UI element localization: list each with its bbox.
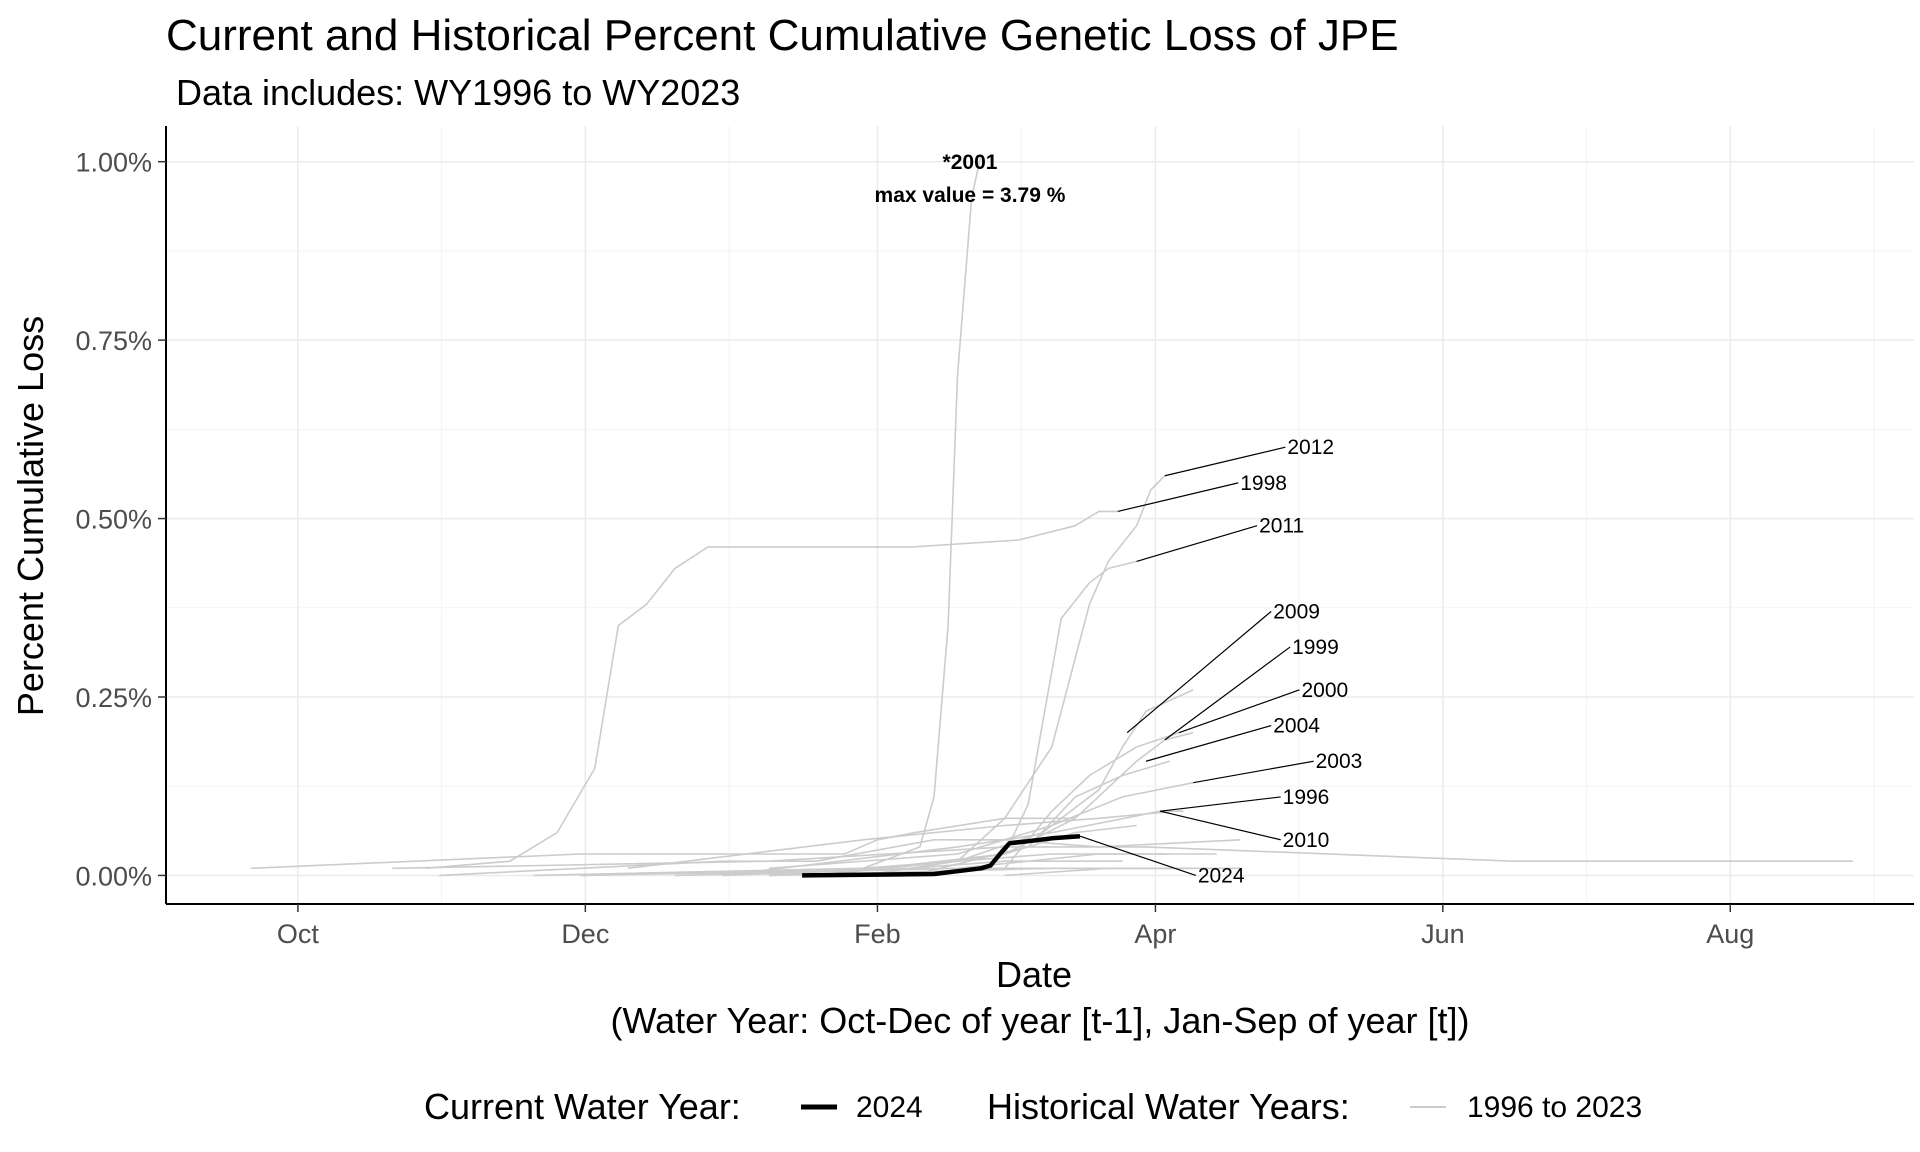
current-line xyxy=(802,833,1081,878)
x-tick-label: Jun xyxy=(1421,919,1465,949)
y-tick-label: 0.75% xyxy=(75,326,152,356)
x-tick-label: Feb xyxy=(854,919,901,949)
axes: 0.00% 0.25% 0.50% 0.75% 1.00% Oct Dec Feb Apr Jun… xyxy=(75,126,1914,949)
label-leader-line xyxy=(1164,446,1286,477)
historical-series-group xyxy=(250,154,1853,877)
y-tick-label: 0.50% xyxy=(75,505,152,535)
legend-current-label: Current Water Year: xyxy=(424,1086,741,1127)
series-label: 2010 xyxy=(1283,829,1330,852)
historical-line xyxy=(425,510,1118,870)
legend-current-key: 2024 xyxy=(856,1091,923,1124)
label-leader-line xyxy=(1126,610,1272,734)
historical-line xyxy=(769,781,1194,870)
series-label: 2004 xyxy=(1273,715,1320,738)
y-tick-label: 1.00% xyxy=(75,148,152,178)
legend-historical-label: Historical Water Years: xyxy=(987,1086,1350,1127)
label-leader-line xyxy=(1117,482,1239,513)
x-tick-label: Dec xyxy=(561,919,609,949)
current-series-group xyxy=(802,833,1081,878)
series-label: 1998 xyxy=(1240,472,1287,495)
historical-line xyxy=(250,817,1076,870)
series-label: 2011 xyxy=(1259,515,1304,538)
annotation-line1: *2001 xyxy=(943,151,998,174)
gridlines xyxy=(166,126,1914,904)
historical-line xyxy=(1004,867,1194,877)
label-leader-line xyxy=(1160,796,1281,812)
y-axis-title: Percent Cumulative Loss xyxy=(10,316,51,716)
x-axis-subtitle: (Water Year: Oct-Dec of year [t-1], Jan-… xyxy=(611,1000,1470,1041)
historical-line xyxy=(580,154,982,877)
chart-subtitle: Data includes: WY1996 to WY2023 xyxy=(176,72,740,113)
historical-line xyxy=(627,810,1175,870)
label-leader-line xyxy=(1178,689,1300,734)
historical-line xyxy=(816,824,1137,877)
label-leader-line xyxy=(1160,810,1281,841)
label-leader-line xyxy=(1145,724,1272,762)
series-label: 1999 xyxy=(1292,636,1339,659)
chart-title: Current and Historical Percent Cumulativ… xyxy=(166,11,1399,60)
historical-line xyxy=(816,475,1166,877)
series-label: 2009 xyxy=(1273,600,1320,623)
legend-historical-key: 1996 to 2023 xyxy=(1467,1091,1642,1124)
x-axis-title: Date xyxy=(996,954,1072,995)
historical-line xyxy=(721,860,1123,877)
series-label: 1996 xyxy=(1283,786,1330,809)
x-tick-label: Aug xyxy=(1706,919,1754,949)
y-tick-label: 0.25% xyxy=(75,683,152,713)
historical-line xyxy=(863,560,1137,877)
label-leader-line xyxy=(1136,525,1258,562)
annotation-line2: max value = 3.79 % xyxy=(875,184,1066,207)
series-label: 2024 xyxy=(1198,864,1245,887)
series-label: 2003 xyxy=(1316,750,1363,773)
series-label: 2000 xyxy=(1301,679,1348,702)
label-leader-line xyxy=(1079,835,1197,877)
x-tick-label: Oct xyxy=(277,919,320,949)
historical-line xyxy=(392,846,1853,870)
series-label: 2012 xyxy=(1287,436,1334,459)
label-leader-line xyxy=(1164,646,1291,741)
legend: Current Water Year: 2024 Historical Wate… xyxy=(424,1086,1642,1127)
label-leader-line xyxy=(1193,760,1314,784)
y-tick-label: 0.00% xyxy=(75,861,152,891)
x-tick-label: Apr xyxy=(1134,919,1176,949)
